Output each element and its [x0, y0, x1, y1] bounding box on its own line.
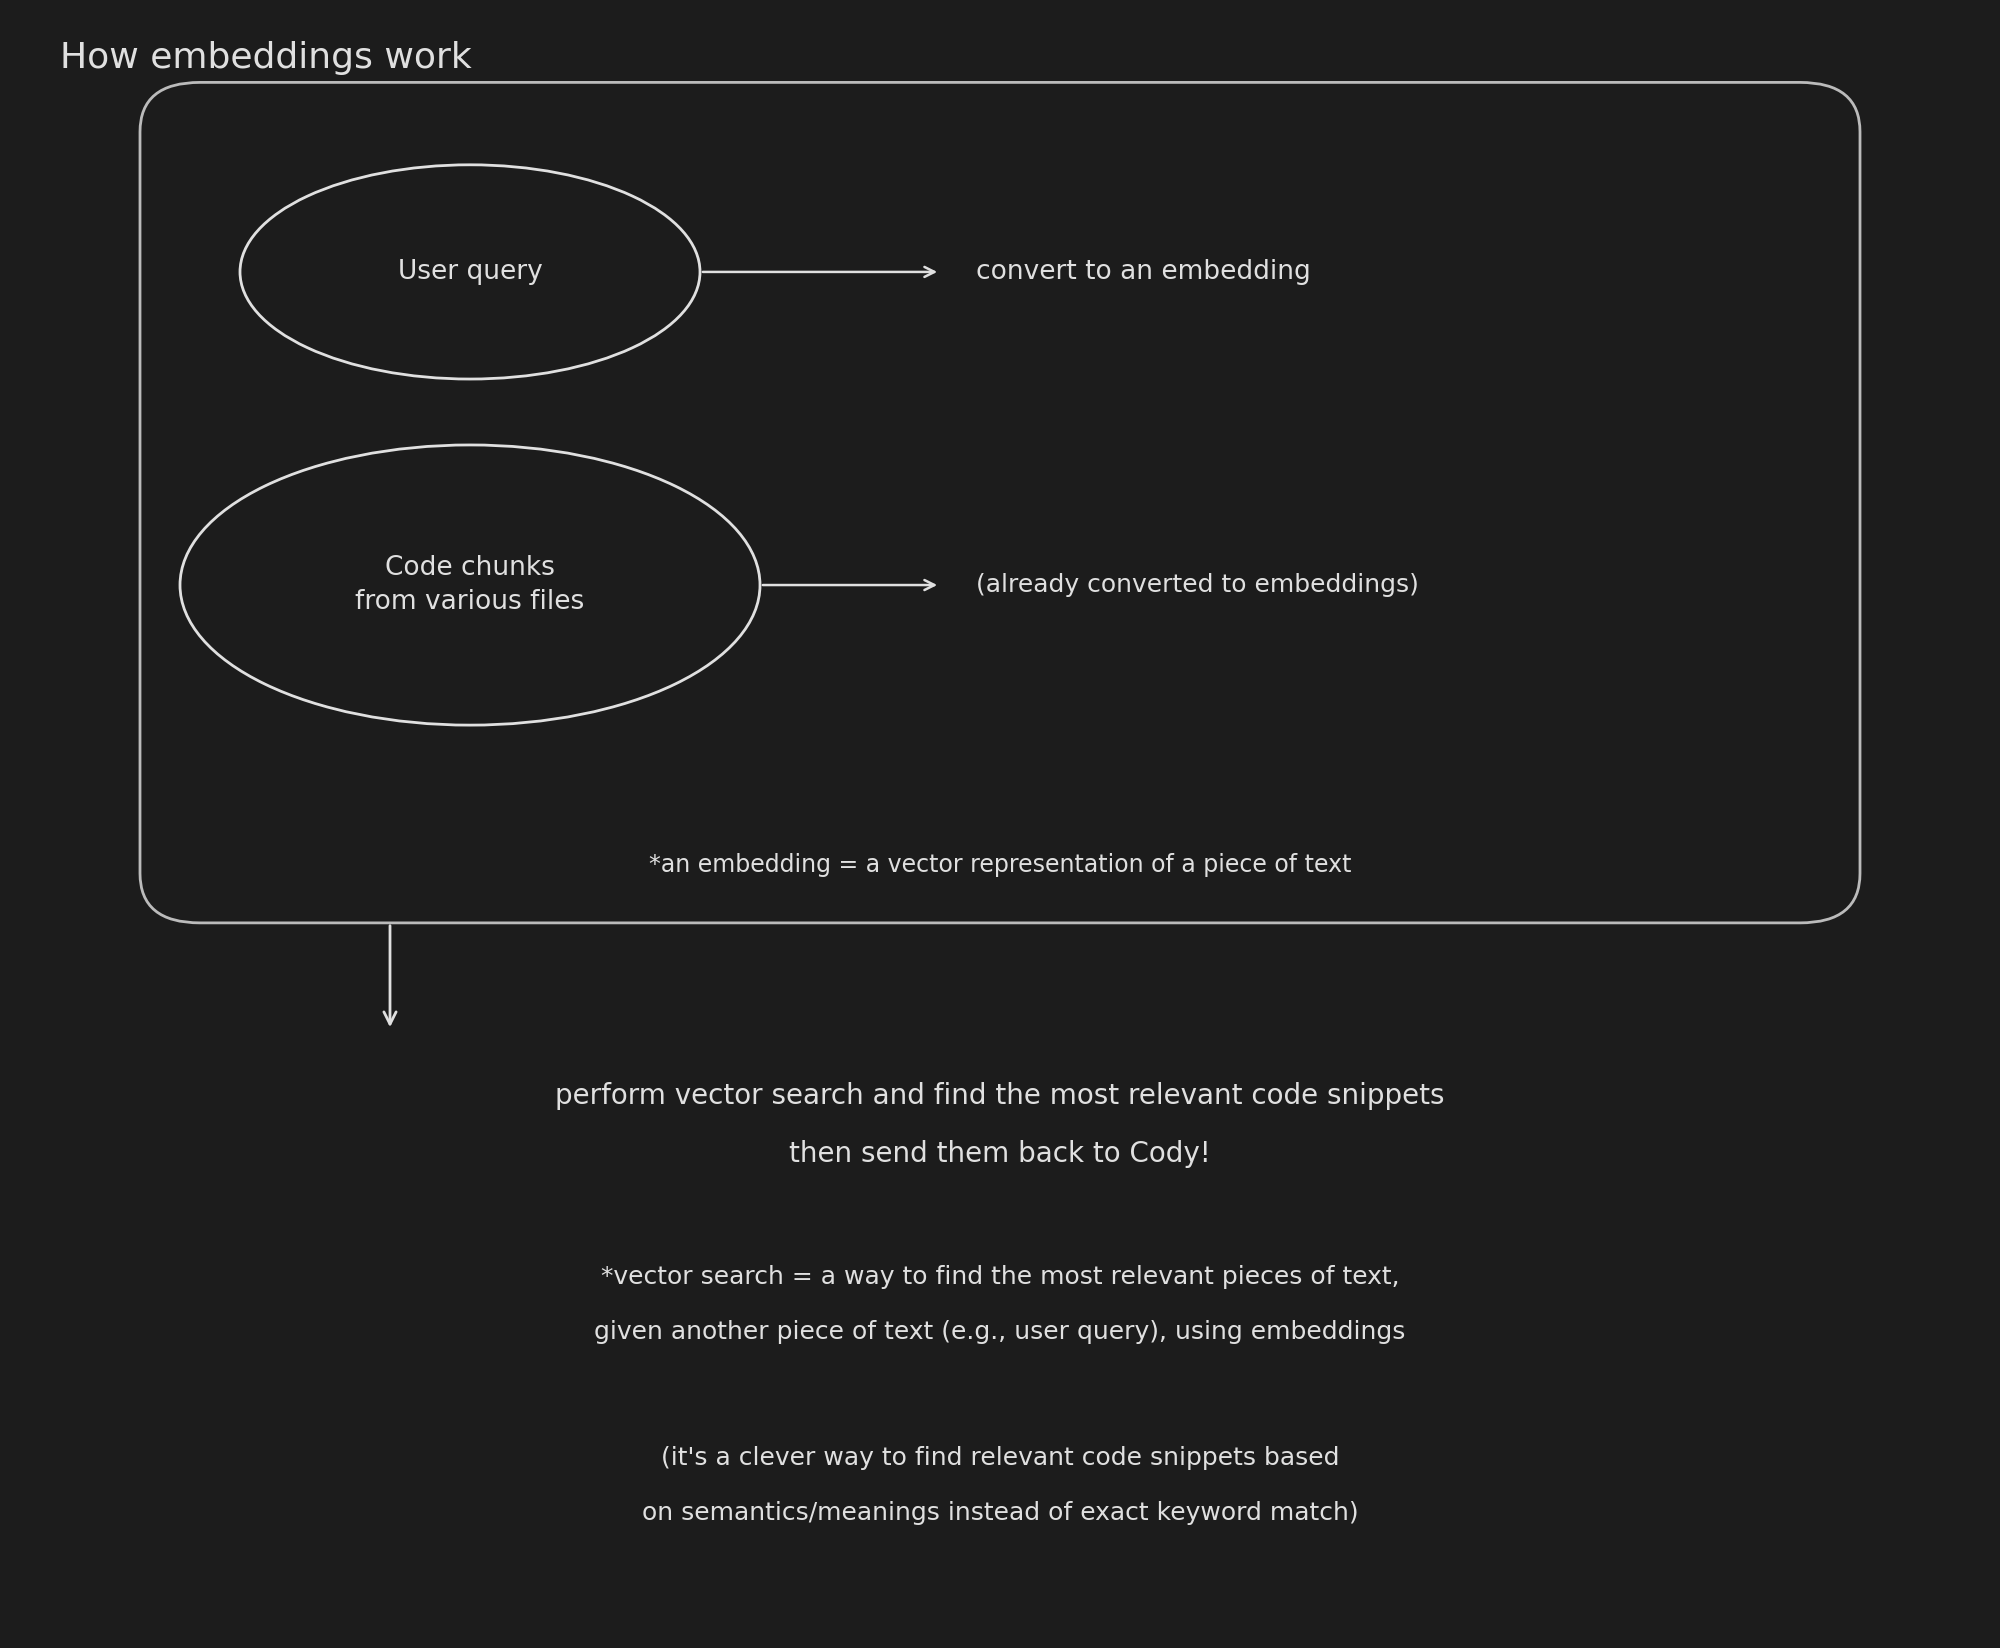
Ellipse shape — [180, 445, 760, 725]
FancyBboxPatch shape — [140, 82, 1860, 923]
Text: *vector search = a way to find the most relevant pieces of text,: *vector search = a way to find the most … — [600, 1266, 1400, 1289]
Text: Code chunks
from various files: Code chunks from various files — [356, 555, 584, 615]
Text: *an embedding = a vector representation of a piece of text: *an embedding = a vector representation … — [648, 854, 1352, 877]
Text: How embeddings work: How embeddings work — [60, 41, 472, 76]
Text: on semantics/meanings instead of exact keyword match): on semantics/meanings instead of exact k… — [642, 1501, 1358, 1524]
Text: convert to an embedding: convert to an embedding — [976, 259, 1310, 285]
Text: perform vector search and find the most relevant code snippets: perform vector search and find the most … — [556, 1083, 1444, 1109]
Text: then send them back to Cody!: then send them back to Cody! — [790, 1140, 1210, 1167]
Text: (already converted to embeddings): (already converted to embeddings) — [976, 574, 1418, 597]
Text: (it's a clever way to find relevant code snippets based: (it's a clever way to find relevant code… — [660, 1447, 1340, 1470]
Text: given another piece of text (e.g., user query), using embeddings: given another piece of text (e.g., user … — [594, 1320, 1406, 1343]
Text: User query: User query — [398, 259, 542, 285]
Ellipse shape — [240, 165, 700, 379]
